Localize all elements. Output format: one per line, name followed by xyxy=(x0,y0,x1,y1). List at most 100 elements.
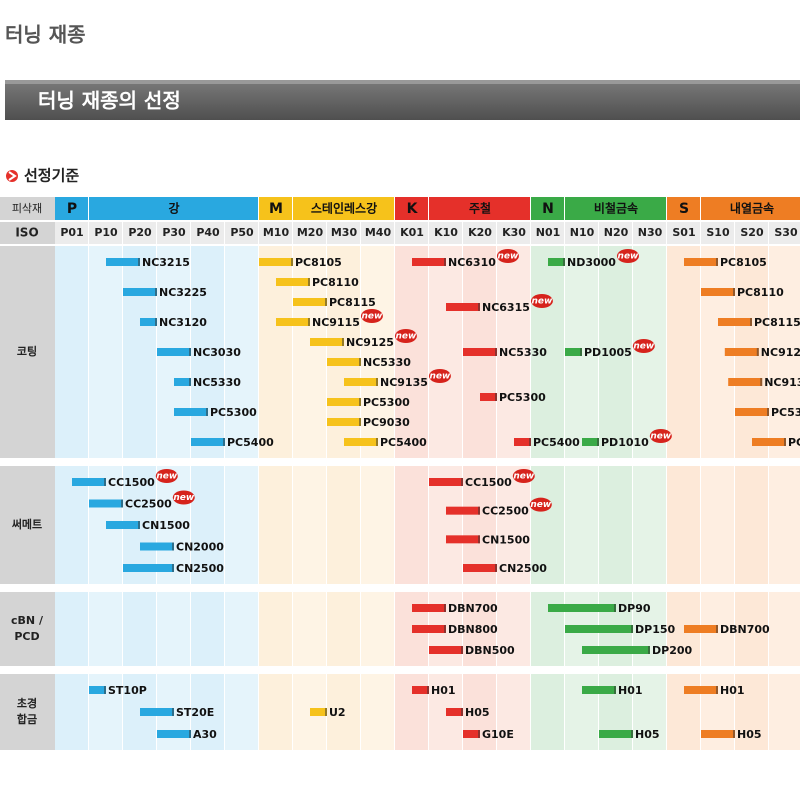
column-cell xyxy=(55,674,88,750)
bar-cap xyxy=(376,438,378,446)
column-cell xyxy=(735,466,768,584)
column-cell xyxy=(565,674,598,750)
bar-label: ST10P xyxy=(108,684,147,697)
range-bar xyxy=(684,625,718,633)
bar-label: DBN700 xyxy=(720,623,770,636)
range-bar xyxy=(728,378,763,386)
range-bar xyxy=(548,258,565,266)
group-name: 주철 xyxy=(469,201,491,216)
range-bar xyxy=(446,535,480,544)
new-badge xyxy=(632,339,655,353)
group-name-cell xyxy=(429,197,530,220)
range-bar xyxy=(412,604,446,612)
bar-cap xyxy=(342,338,344,346)
row-label-cell xyxy=(0,246,55,458)
bar-cap xyxy=(138,521,140,529)
bar-label: CN1500 xyxy=(482,533,530,546)
bar-cap xyxy=(716,686,718,694)
column-cell xyxy=(157,592,190,666)
new-badge-text: new xyxy=(429,372,451,382)
bar-label: A30 xyxy=(193,728,217,741)
column-cell xyxy=(259,466,292,584)
bar-cap xyxy=(427,686,429,694)
range-bar xyxy=(89,686,106,694)
column-cell xyxy=(361,592,394,666)
iso-cell xyxy=(429,222,462,244)
new-badge xyxy=(530,294,553,308)
range-bar xyxy=(276,278,310,286)
iso-cell xyxy=(735,222,768,244)
range-bar xyxy=(735,408,769,416)
bar-cap xyxy=(733,730,735,738)
new-badge-text: new xyxy=(513,472,535,482)
column-cell xyxy=(735,674,768,750)
group-name-cell xyxy=(701,197,800,220)
column-cell xyxy=(225,246,258,458)
row-label-cell xyxy=(0,466,55,584)
iso-cell xyxy=(123,222,156,244)
group-letter: P xyxy=(67,201,77,217)
new-badge-text: new xyxy=(531,297,553,307)
column-cell xyxy=(361,466,394,584)
column-cell xyxy=(497,246,530,458)
iso-code: K10 xyxy=(434,226,458,239)
new-badge-text: new xyxy=(361,312,383,322)
column-cell xyxy=(89,246,122,458)
iso-code: N01 xyxy=(536,226,561,239)
column-cell xyxy=(293,466,326,584)
bar-label: DBN500 xyxy=(465,644,515,657)
bar-cap xyxy=(614,686,616,694)
column-cell xyxy=(633,466,666,584)
iso-code: M10 xyxy=(263,226,290,239)
range-bar xyxy=(480,393,497,401)
bar-label: DP150 xyxy=(635,623,676,636)
iso-cell xyxy=(395,222,428,244)
new-badge xyxy=(616,249,639,263)
bar-label: PC8110 xyxy=(312,276,359,289)
group-letter: M xyxy=(269,201,283,217)
bar-label: NC6315 xyxy=(482,301,530,314)
bar-cap xyxy=(206,408,208,416)
bar-label: PC5300 xyxy=(363,396,410,409)
row-label: 초경 xyxy=(17,696,37,710)
column-cell xyxy=(531,674,564,750)
header-label: 피삭재 xyxy=(12,202,42,215)
bar-cap xyxy=(478,535,480,544)
iso-code: P01 xyxy=(60,226,83,239)
new-badge xyxy=(360,309,383,323)
column-cell xyxy=(531,466,564,584)
bar-cap xyxy=(597,438,599,446)
range-bar xyxy=(327,418,361,426)
row-label-cell xyxy=(0,592,55,666)
iso-code: N10 xyxy=(570,226,595,239)
range-bar xyxy=(463,564,497,572)
iso-code: M30 xyxy=(331,226,358,239)
bar-label: NC9135 xyxy=(764,376,800,389)
bar-cap xyxy=(359,398,361,406)
new-badge-text: new xyxy=(497,252,519,262)
iso-code: K20 xyxy=(468,226,492,239)
bar-label: PC8115 xyxy=(754,316,800,329)
bar-cap xyxy=(580,348,582,356)
bar-cap xyxy=(648,646,650,654)
column-cell xyxy=(769,674,800,750)
group-letter-cell xyxy=(395,197,428,220)
column-cell xyxy=(55,592,88,666)
bar-cap xyxy=(760,378,763,386)
iso-label: ISO xyxy=(15,226,38,240)
group-letter: N xyxy=(542,201,554,217)
group-letter-cell xyxy=(667,197,700,220)
bar-cap xyxy=(189,348,191,356)
header-label-cell xyxy=(0,197,55,220)
bar-cap xyxy=(614,604,616,612)
bar-label: U2 xyxy=(329,706,346,719)
iso-code: K30 xyxy=(502,226,526,239)
iso-code: S01 xyxy=(672,226,695,239)
bar-label: ST20E xyxy=(176,706,214,719)
bar-cap xyxy=(733,288,735,296)
iso-cell xyxy=(599,222,632,244)
range-bar xyxy=(310,708,327,716)
bar-label: PC8110 xyxy=(737,286,784,299)
group-name-cell xyxy=(89,197,258,220)
